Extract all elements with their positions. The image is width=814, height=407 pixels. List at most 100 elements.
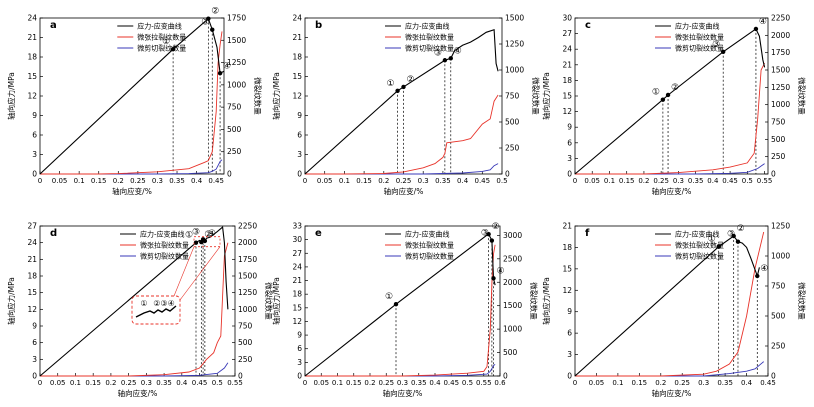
y2-axis-label: 微裂纹数量: [531, 77, 541, 115]
y-axis-label: 轴向应力/MPa: [271, 277, 281, 325]
y-tick-label: 27: [562, 29, 572, 38]
marker-point: [716, 245, 720, 249]
marker-point: [401, 85, 405, 89]
marker-label: ④: [454, 46, 462, 56]
y2-tick-label: 1250: [238, 288, 257, 297]
y2-tick-label: 1500: [503, 301, 522, 310]
y-tick-label: 15: [562, 264, 572, 273]
y-tick-label: 15: [562, 92, 572, 101]
x-tick-label: 0: [573, 379, 577, 387]
y2-tick-label: 750: [771, 282, 786, 291]
x-tick-label: 0.1: [332, 379, 343, 387]
x-tick-label: 0.3: [397, 379, 408, 387]
x-axis-label: 轴向应变/%: [112, 186, 152, 196]
x-tick-label: 0.2: [378, 177, 389, 185]
y2-tick-label: 500: [503, 348, 518, 357]
y-tick-label: 3: [32, 355, 37, 364]
y-tick-label: 9: [567, 307, 572, 316]
x-tick-label: 0.2: [113, 177, 124, 185]
x-axis-label: 轴向应变/%: [384, 186, 424, 196]
marker-label: ②: [671, 83, 679, 93]
plot-frame: [40, 18, 224, 174]
x-tick-label: 0.45: [443, 379, 459, 387]
panel-label: c: [585, 20, 591, 31]
marker-label: ③: [712, 40, 720, 50]
x-tick-label: 0.5: [462, 379, 473, 387]
y2-axis-label: 微裂纹数量: [797, 282, 807, 320]
x-tick-label: 0.3: [698, 379, 709, 387]
y-tick-label: 12: [27, 92, 37, 101]
y2-tick-label: 1500: [238, 272, 257, 281]
x-tick-label: 0.1: [74, 177, 85, 185]
y-tick-label: 0: [297, 170, 302, 179]
y2-axis-label: 微裂纹数量: [797, 77, 807, 115]
y-tick-label: 24: [562, 45, 572, 54]
y2-tick-label: 1000: [771, 100, 790, 109]
y-tick-label: 3: [567, 154, 572, 163]
y-tick-label: 21: [27, 255, 37, 264]
marker-label: ②: [406, 75, 414, 85]
y-tick-label: 3: [567, 350, 572, 359]
plot-frame: [40, 226, 235, 376]
x-tick-label: 0.4: [191, 177, 203, 185]
marker-label: ②: [737, 224, 745, 234]
x-tick-label: 0: [303, 379, 307, 387]
y2-tick-label: 2000: [238, 238, 257, 247]
x-tick-label: 0.05: [313, 379, 329, 387]
tension-crack-series-line: [40, 243, 228, 376]
y-tick-label: 30: [562, 14, 572, 23]
y-tick-label: 18: [562, 76, 572, 85]
stress-strain-series-line: [305, 30, 498, 174]
y-tick-label: 12: [562, 286, 572, 295]
x-tick-label: 0.1: [612, 379, 623, 387]
x-tick-label: 0.25: [674, 379, 690, 387]
x-tick-label: 0.3: [152, 177, 163, 185]
x-tick-label: 0.05: [52, 177, 68, 185]
y-tick-label: 3: [297, 358, 302, 367]
y2-tick-label: 1000: [503, 325, 522, 334]
legend-item-stress-strain: 应力-应变曲线: [137, 22, 182, 31]
y-tick-label: 18: [292, 290, 302, 299]
y2-tick-label: 750: [505, 92, 520, 101]
x-tick-label: 0.55: [476, 379, 492, 387]
y2-tick-label: 3000: [503, 231, 522, 240]
marker-point: [210, 28, 214, 32]
y2-tick-label: 1750: [227, 14, 246, 23]
x-tick-label: 0.4: [429, 379, 441, 387]
y-tick-label: 18: [27, 53, 37, 62]
legend-item-tension-cracks: 微张拉裂纹数量: [405, 33, 454, 42]
x-tick-label: 0: [38, 177, 42, 185]
x-tick-label: 0.3: [673, 177, 684, 185]
y-tick-label: 6: [567, 138, 572, 147]
y-tick-label: 6: [297, 344, 302, 353]
x-tick-label: 0.35: [156, 379, 172, 387]
x-tick-label: 0.2: [638, 177, 649, 185]
panel-label: b: [315, 20, 322, 31]
marker-label: ④: [223, 61, 231, 71]
marker-label: ①: [708, 235, 716, 245]
x-tick-label: 0.4: [741, 379, 753, 387]
y2-tick-label: 1500: [505, 14, 524, 23]
x-tick-label: 0.3: [141, 379, 152, 387]
y-tick-label: 12: [292, 92, 302, 101]
panel-label: f: [585, 228, 590, 239]
legend-item-shear-cracks: 微剪切裂纹数量: [405, 44, 454, 53]
y-tick-label: 15: [292, 303, 302, 312]
y-tick-label: 3: [32, 150, 37, 159]
marker-point: [171, 47, 175, 51]
y2-tick-label: 250: [771, 152, 786, 161]
x-tick-label: 0.35: [169, 177, 185, 185]
y-axis-label: 轴向应力/MPa: [6, 277, 16, 325]
marker-point: [755, 274, 759, 278]
y-tick-label: 21: [27, 33, 37, 42]
x-tick-label: 0.25: [130, 177, 146, 185]
x-tick-label: 0.5: [212, 379, 223, 387]
y2-tick-label: 0: [227, 170, 232, 179]
y-tick-label: 6: [567, 329, 572, 338]
x-tick-label: 0.15: [85, 379, 101, 387]
x-tick-label: 0.25: [121, 379, 137, 387]
figure: 0 0.05 0.1 0.15 0.2 0.25 0.3 0.35 0.4 0.450369121…: [0, 0, 814, 407]
x-tick-label: 0.4: [457, 177, 469, 185]
x-tick-label: 0.2: [655, 379, 666, 387]
y2-tick-label: 1000: [505, 66, 524, 75]
